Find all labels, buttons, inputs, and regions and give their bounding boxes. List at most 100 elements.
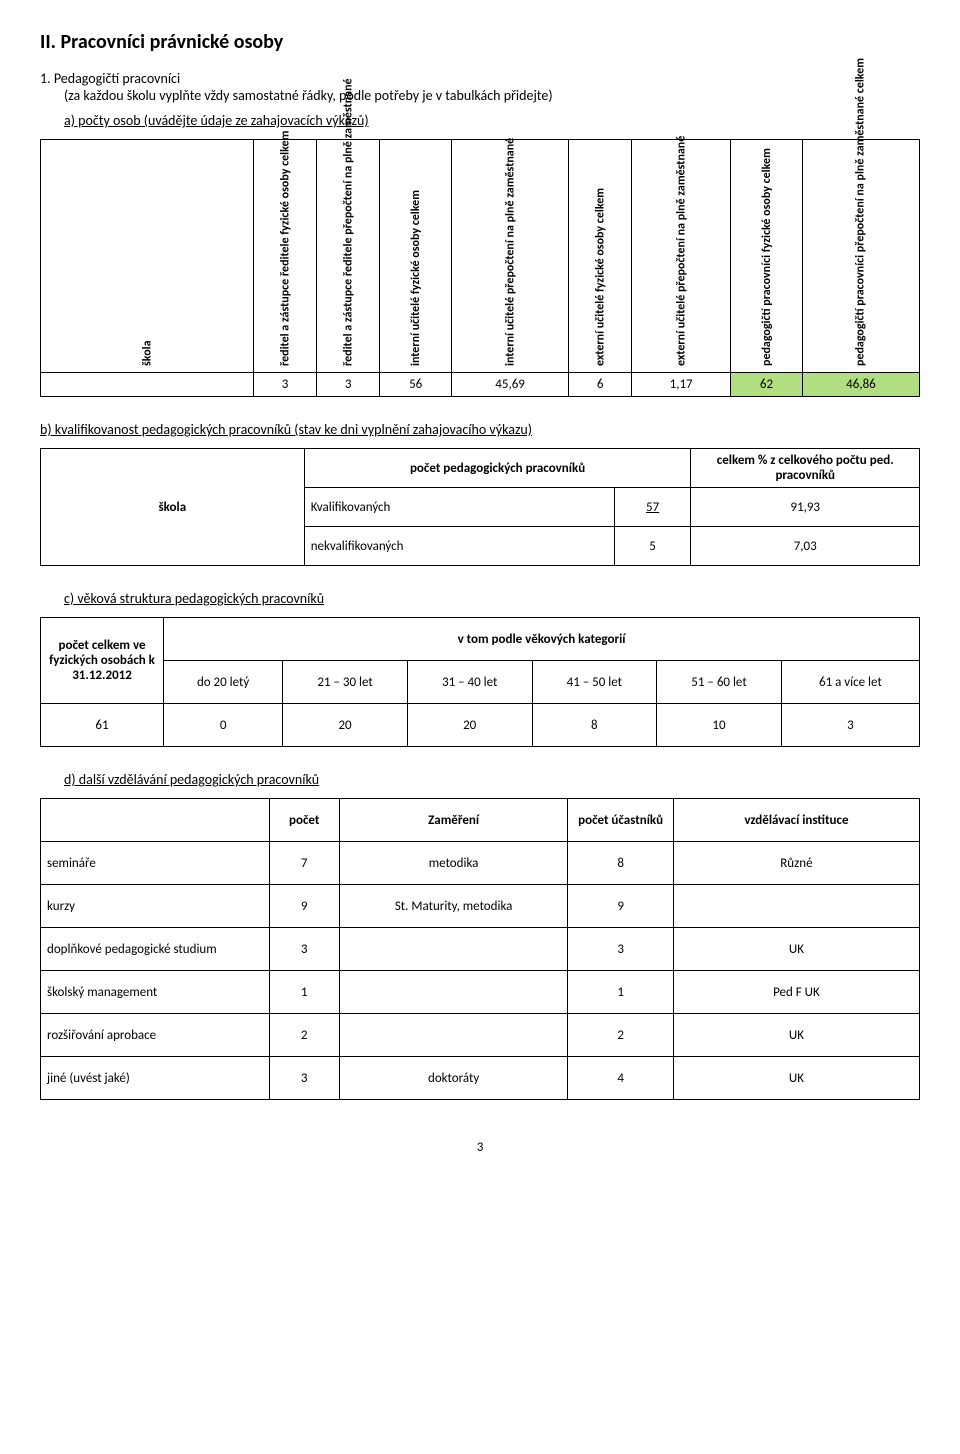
table-row: semináře 7 metodika 8 Různé (41, 842, 920, 885)
cell (673, 885, 919, 928)
cell (41, 373, 254, 397)
table-row: počet Zaměření počet účastníků vzdělávac… (41, 799, 920, 842)
cell: Zaměření (339, 799, 568, 842)
h-pct: celkem % z celkového počtu ped. pracovní… (691, 449, 920, 488)
cell: doplňkové pedagogické studium (41, 928, 270, 971)
cell: St. Maturity, metodika (339, 885, 568, 928)
table-c: počet celkem ve fyzických osobách k 31.1… (40, 617, 920, 747)
table-row: doplňkové pedagogické studium 3 3 UK (41, 928, 920, 971)
table-d: počet Zaměření počet účastníků vzdělávac… (40, 798, 920, 1100)
item1-heading: Pedagogičtí pracovníci (54, 70, 180, 87)
cell: 57 (614, 488, 691, 527)
col-6: externí učitelé přepočtení na plně zaměs… (632, 140, 731, 373)
cell: nekvalifikovaných (304, 527, 614, 566)
cell: UK (673, 1057, 919, 1100)
cell: 41 – 50 let (532, 661, 657, 704)
h-top: v tom podle věkových kategorií (164, 618, 920, 661)
col-3: interní učitelé fyzické osoby celkem (380, 140, 452, 373)
cell: 1,17 (632, 373, 731, 397)
cell: 3 (317, 373, 380, 397)
col-skola: škola (41, 140, 254, 373)
cell: 2 (568, 1014, 673, 1057)
cell: do 20 letý (164, 661, 283, 704)
cell-highlight: 46,86 (802, 373, 919, 397)
cell: 8 (532, 704, 657, 747)
cell: metodika (339, 842, 568, 885)
cell: 20 (407, 704, 532, 747)
table-row: školský management 1 1 Ped F UK (41, 971, 920, 1014)
cell: počet účastníků (568, 799, 673, 842)
h-left: počet celkem ve fyzických osobách k 31.1… (41, 618, 164, 704)
cell: 7,03 (691, 527, 920, 566)
item1-block: 1. Pedagogičtí pracovníci (za každou ško… (40, 70, 920, 104)
col-7: pedagogičtí pracovníci fyzické osoby cel… (731, 140, 803, 373)
table-row: rozšiřování aprobace 2 2 UK (41, 1014, 920, 1057)
table-b: škola počet pedagogických pracovníků cel… (40, 448, 920, 566)
cell: 3 (269, 928, 339, 971)
d-label: d) další vzdělávání pedagogických pracov… (64, 771, 920, 788)
cell: 10 (657, 704, 782, 747)
a-label: a) počty osob (uvádějte údaje ze zahajov… (64, 112, 920, 129)
c-label: c) věková struktura pedagogických pracov… (64, 590, 920, 607)
cell: Kvalifikovaných (304, 488, 614, 527)
cell: doktoráty (339, 1057, 568, 1100)
cell: 9 (269, 885, 339, 928)
cell: 5 (614, 527, 691, 566)
cell: 91,93 (691, 488, 920, 527)
section-title: II. Pracovníci právnické osoby (40, 30, 920, 54)
cell: 56 (380, 373, 452, 397)
table-row: škola počet pedagogických pracovníků cel… (41, 449, 920, 488)
cell: 3 (269, 1057, 339, 1100)
cell: rozšiřování aprobace (41, 1014, 270, 1057)
table-row: 61 0 20 20 8 10 3 (41, 704, 920, 747)
cell (339, 928, 568, 971)
table-row: kurzy 9 St. Maturity, metodika 9 (41, 885, 920, 928)
cell: kurzy (41, 885, 270, 928)
cell (339, 1014, 568, 1057)
cell: UK (673, 928, 919, 971)
cell: 0 (164, 704, 283, 747)
cell: 8 (568, 842, 673, 885)
table-row: počet celkem ve fyzických osobách k 31.1… (41, 618, 920, 661)
table-row: jiné (uvést jaké) 3 doktoráty 4 UK (41, 1057, 920, 1100)
cell: 6 (569, 373, 632, 397)
cell-highlight: 62 (731, 373, 803, 397)
cell: 3 (781, 704, 919, 747)
table-row: do 20 letý 21 – 30 let 31 – 40 let 41 – … (41, 661, 920, 704)
cell: UK (673, 1014, 919, 1057)
cell: 3 (254, 373, 317, 397)
cell: 2 (269, 1014, 339, 1057)
item1-note: (za každou školu vyplňte vždy samostatné… (64, 87, 553, 104)
cell: jiné (uvést jaké) (41, 1057, 270, 1100)
cell: semináře (41, 842, 270, 885)
page-number: 3 (40, 1140, 920, 1155)
h-pocet: počet pedagogických pracovníků (304, 449, 691, 488)
h-skola: škola (41, 449, 305, 566)
cell: 31 – 40 let (407, 661, 532, 704)
cell: 1 (568, 971, 673, 1014)
cell: počet (269, 799, 339, 842)
cell: 7 (269, 842, 339, 885)
cell (41, 799, 270, 842)
cell: 61 a více let (781, 661, 919, 704)
b-label: b) kvalifikovanost pedagogických pracovn… (40, 421, 920, 438)
cell: 51 – 60 let (657, 661, 782, 704)
item1-num: 1. (40, 70, 51, 87)
col-2: ředitel a zástupce ředitele přepočtení n… (317, 140, 380, 373)
cell (339, 971, 568, 1014)
col-4: interní učitelé přepočtení na plně zaměs… (452, 140, 569, 373)
cell: vzdělávací instituce (673, 799, 919, 842)
cell: 3 (568, 928, 673, 971)
table-a-data-row: 3 3 56 45,69 6 1,17 62 46,86 (41, 373, 920, 397)
cell: školský management (41, 971, 270, 1014)
table-a: škola ředitel a zástupce ředitele fyzick… (40, 139, 920, 397)
cell: Ped F UK (673, 971, 919, 1014)
col-5: externí učitelé fyzické osoby celkem (569, 140, 632, 373)
cell: Různé (673, 842, 919, 885)
cell: 61 (41, 704, 164, 747)
cell: 1 (269, 971, 339, 1014)
col-8: pedagogičtí pracovníci přepočtení na pln… (802, 140, 919, 373)
cell: 21 – 30 let (283, 661, 408, 704)
cell: 9 (568, 885, 673, 928)
col-1: ředitel a zástupce ředitele fyzické osob… (254, 140, 317, 373)
